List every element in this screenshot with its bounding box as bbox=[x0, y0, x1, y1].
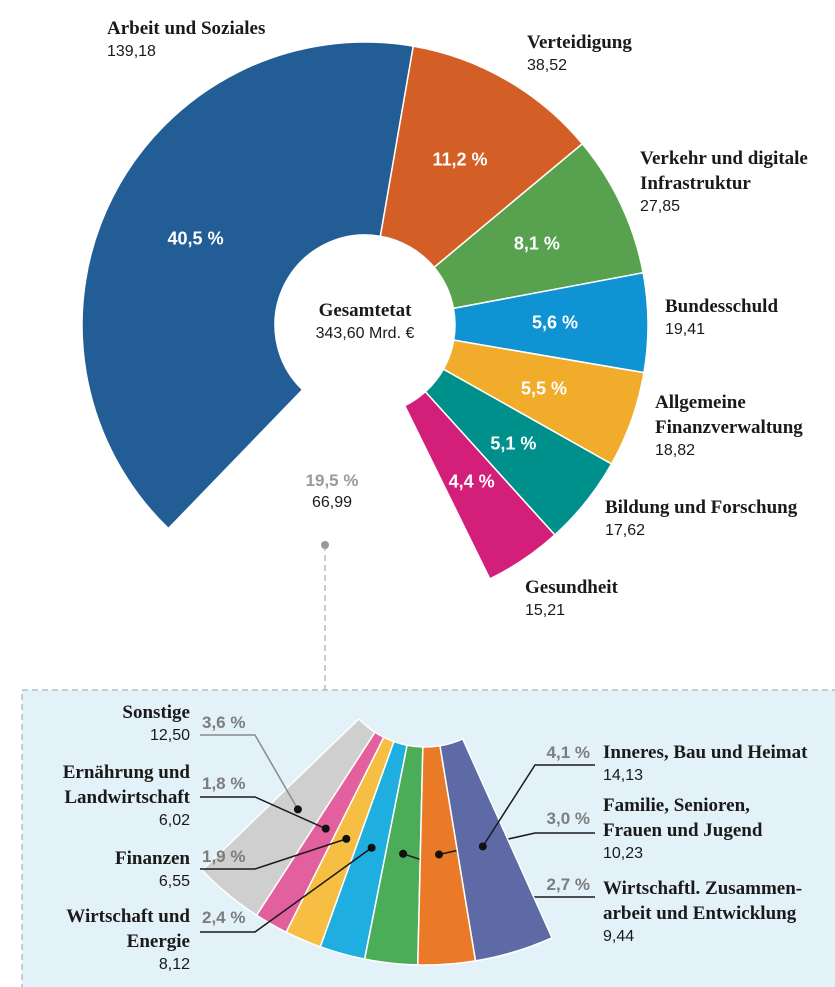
fan-label: Wirtschaftl. Zusammen- arbeit und Entwic… bbox=[603, 876, 802, 948]
leader-dot bbox=[342, 834, 351, 843]
fan-name: Sonstige bbox=[122, 702, 190, 723]
fan-share: 4,1 % bbox=[546, 743, 590, 762]
fan-value: 9,44 bbox=[603, 928, 635, 945]
leader-dot bbox=[399, 849, 408, 858]
slice-label: Verteidigung 38,52 bbox=[527, 30, 632, 77]
leader-line bbox=[482, 764, 595, 847]
leader-line bbox=[200, 734, 299, 810]
fan-value: 10,23 bbox=[603, 845, 644, 862]
center-total: 343,60 Mrd. € bbox=[315, 325, 415, 342]
slice bbox=[433, 142, 645, 310]
fan-name: Inneres, Bau und Heimat bbox=[603, 742, 808, 763]
fan-label: Finanzen 6,55 bbox=[115, 846, 190, 893]
fan-share: 3,6 % bbox=[202, 713, 246, 732]
fan-slice bbox=[439, 737, 554, 962]
slice bbox=[403, 390, 556, 580]
fan-label: Wirtschaft und Energie 8,12 bbox=[66, 904, 190, 976]
slice-name: Bildung und Forschung bbox=[605, 497, 798, 518]
fan-value: 12,50 bbox=[149, 727, 190, 744]
slice-share: 5,5 % bbox=[521, 378, 568, 399]
slice-name: Verkehr und digitale Infrastruktur bbox=[640, 148, 808, 194]
fan-share: 2,4 % bbox=[202, 908, 246, 927]
slice-value: 66,99 bbox=[311, 494, 353, 511]
fan-name: Ernährung und Landwirtschaft bbox=[62, 762, 190, 808]
slice-label: Arbeit und Soziales 139,18 bbox=[107, 16, 265, 63]
center-label: Gesamtetat 343,60 Mrd. € bbox=[265, 298, 465, 345]
fan-label: Familie, Senioren, Frauen und Jugend 10,2… bbox=[603, 793, 762, 865]
fan-label: Inneres, Bau und Heimat 14,13 bbox=[603, 740, 807, 787]
slice-share: 5,6 % bbox=[531, 312, 578, 333]
slice-value: 27,85 bbox=[640, 198, 681, 215]
slice-share: 8,1 % bbox=[513, 233, 560, 254]
leader-dot bbox=[478, 842, 487, 851]
leader-dot bbox=[367, 843, 376, 852]
leader-dot bbox=[435, 850, 444, 859]
slice-value: 19,41 bbox=[665, 321, 706, 338]
leader-dot bbox=[321, 824, 330, 833]
slice-share: 40,5 % bbox=[167, 228, 224, 249]
slice-name: Allgemeine Finanzverwaltung bbox=[655, 392, 803, 438]
slice-share: 4,4 % bbox=[448, 471, 495, 492]
leader-dot bbox=[293, 805, 302, 814]
fan-value: 6,02 bbox=[158, 812, 190, 829]
slice-value: 17,62 bbox=[605, 522, 646, 539]
slice-label: Bundesschuld 19,41 bbox=[665, 294, 778, 341]
slice bbox=[379, 45, 584, 269]
fan-name: Finanzen bbox=[115, 848, 190, 869]
fan-name: Wirtschaftl. Zusammen- arbeit und Entwic… bbox=[603, 878, 803, 924]
slice-share: 5,1 % bbox=[490, 433, 537, 454]
fan-value: 14,13 bbox=[603, 767, 644, 784]
slice bbox=[81, 41, 415, 530]
slice-value: 139,18 bbox=[107, 43, 156, 60]
slice-name: Verteidigung bbox=[527, 32, 632, 53]
slice-value: 15,21 bbox=[525, 602, 566, 619]
fan-name: Familie, Senioren, Frauen und Jugend bbox=[603, 795, 763, 841]
slice-name: Arbeit und Soziales bbox=[107, 18, 266, 39]
slice-value: 38,52 bbox=[527, 57, 568, 74]
slice-name: Bundesschuld bbox=[665, 296, 779, 317]
leader-line bbox=[200, 847, 373, 933]
fan-share: 1,8 % bbox=[202, 774, 246, 793]
fan-label: Ernährung und Landwirtschaft 6,02 bbox=[63, 760, 190, 832]
fan-share: 2,7 % bbox=[546, 875, 590, 894]
slice-name: Gesundheit bbox=[525, 577, 618, 598]
connector-dot bbox=[321, 541, 329, 549]
fan-share: 1,9 % bbox=[202, 847, 246, 866]
fan-value: 6,55 bbox=[158, 873, 190, 890]
slice-share: 11,2 % bbox=[432, 149, 488, 170]
fan-value: 8,12 bbox=[158, 956, 190, 973]
slice-label: Verkehr und digitale Infrastruktur 27,85 bbox=[640, 146, 808, 218]
slice-share: 19,5 % bbox=[305, 471, 359, 490]
slice-value: 18,82 bbox=[655, 442, 696, 459]
fan-name: Wirtschaft und Energie bbox=[66, 906, 190, 952]
leader-line bbox=[200, 838, 347, 870]
fan-label: Sonstige 12,50 bbox=[122, 700, 190, 747]
fan-share: 3,0 % bbox=[546, 809, 590, 828]
slice-label: Gesundheit 15,21 bbox=[525, 575, 618, 622]
slice-label: Bildung und Forschung 17,62 bbox=[605, 495, 797, 542]
slice-label: Allgemeine Finanzverwaltung 18,82 bbox=[655, 390, 803, 462]
slice-label: 19,5 % 66,99 bbox=[232, 470, 432, 514]
center-title: Gesamtetat bbox=[318, 300, 412, 321]
leader-line bbox=[200, 796, 327, 830]
